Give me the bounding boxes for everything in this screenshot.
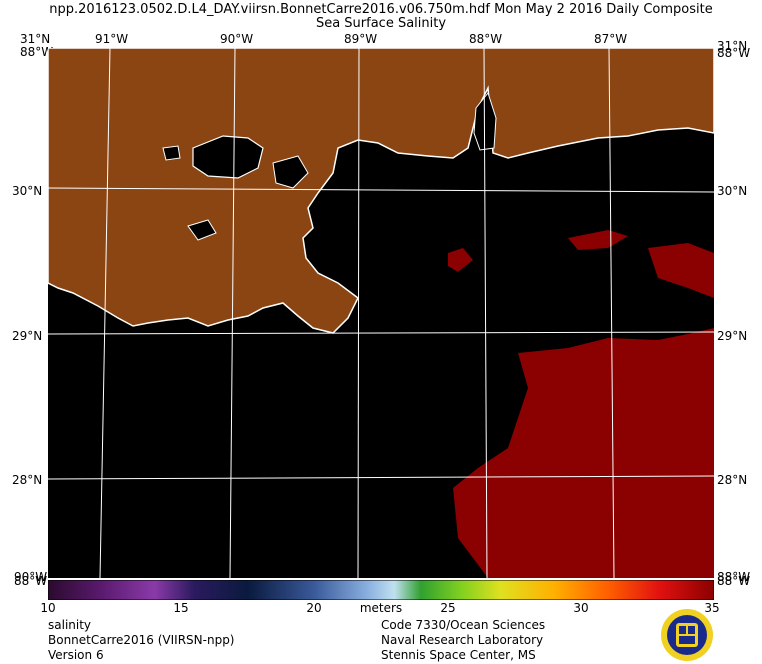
lat-label-right-2: 28°N: [717, 473, 748, 487]
lat-label-left-0: 30°N: [12, 184, 43, 198]
footer-version: Version 6: [48, 648, 104, 662]
grid-lon-87: [608, 48, 615, 578]
land-mass: [48, 48, 714, 334]
grid-lon-91: [99, 48, 111, 578]
lat-label-right-0: 30°N: [717, 184, 748, 198]
colorbar-tick-15: 15: [173, 601, 189, 615]
corner-label-bottom-right-overlap: 88°W: [717, 574, 751, 588]
lon-label-top-1: 90°W: [220, 32, 254, 46]
colorbar-tick-10: 10: [40, 601, 56, 615]
high-salinity-region: [453, 328, 714, 578]
graticule: [48, 48, 714, 578]
high-salinity-patch-mid: [448, 248, 473, 272]
colorbar-gradient: [48, 580, 714, 600]
footer-location: Stennis Space Center, MS: [381, 648, 536, 662]
colorbar-tick-35: 35: [704, 601, 720, 615]
lon-label-top-4: 87°W: [594, 32, 628, 46]
salinity-map: [48, 48, 714, 578]
grid-lon-89: [357, 48, 360, 578]
footer-dataset: BonnetCarre2016 (VIIRSN-npp): [48, 633, 235, 647]
corner-label-bottom-right: 88°W: [717, 570, 751, 584]
nrl-seal-icon: [661, 609, 713, 661]
lon-label-top-3: 88°W: [469, 32, 503, 46]
high-salinity-patch-far-east: [648, 243, 714, 298]
corner-label-bottom-left: 90°W: [14, 570, 48, 584]
corner-label-top-right: 31°N: [717, 39, 748, 53]
corner-label-top-left: 31°N: [20, 32, 51, 46]
grid-lat-30: [48, 187, 714, 193]
lat-label-right-1: 29°N: [717, 329, 748, 343]
lat-label-left-2: 28°N: [12, 473, 43, 487]
colorbar-tick-25: 25: [440, 601, 456, 615]
lake-pontchartrain: [192, 135, 264, 179]
corner-label-top-left-overlap: 88°W: [20, 45, 54, 59]
colorbar-unit: meters: [359, 601, 403, 615]
colorbar: [48, 580, 714, 600]
corner-label-bottom-left-overlap: 88°W: [14, 574, 48, 588]
lon-label-top-2: 89°W: [344, 32, 378, 46]
lake-borgne: [272, 155, 309, 189]
title-line-1: npp.2016123.0502.D.L4_DAY.viirsn.BonnetC…: [49, 2, 713, 17]
title-line-2: Sea Surface Salinity: [315, 16, 447, 31]
lat-label-left-1: 29°N: [12, 329, 43, 343]
colorbar-tick-30: 30: [573, 601, 589, 615]
high-salinity-patch-east: [568, 230, 628, 250]
lake-maurepas: [162, 145, 181, 161]
grid-lon-88: [483, 48, 488, 578]
footer-lab: Naval Research Laboratory: [381, 633, 544, 647]
footer-variable: salinity: [48, 618, 92, 632]
footer-code: Code 7330/Ocean Sciences: [381, 618, 546, 632]
lake-inland: [187, 219, 217, 241]
lon-label-top-0: 91°W: [95, 32, 129, 46]
mobile-bay: [473, 91, 497, 151]
grid-lon-90: [229, 48, 236, 578]
corner-label-top-right-overlap: 88°W: [717, 46, 751, 60]
colorbar-tick-20: 20: [306, 601, 322, 615]
grid-lat-28: [48, 475, 714, 480]
grid-lat-29: [48, 331, 714, 335]
